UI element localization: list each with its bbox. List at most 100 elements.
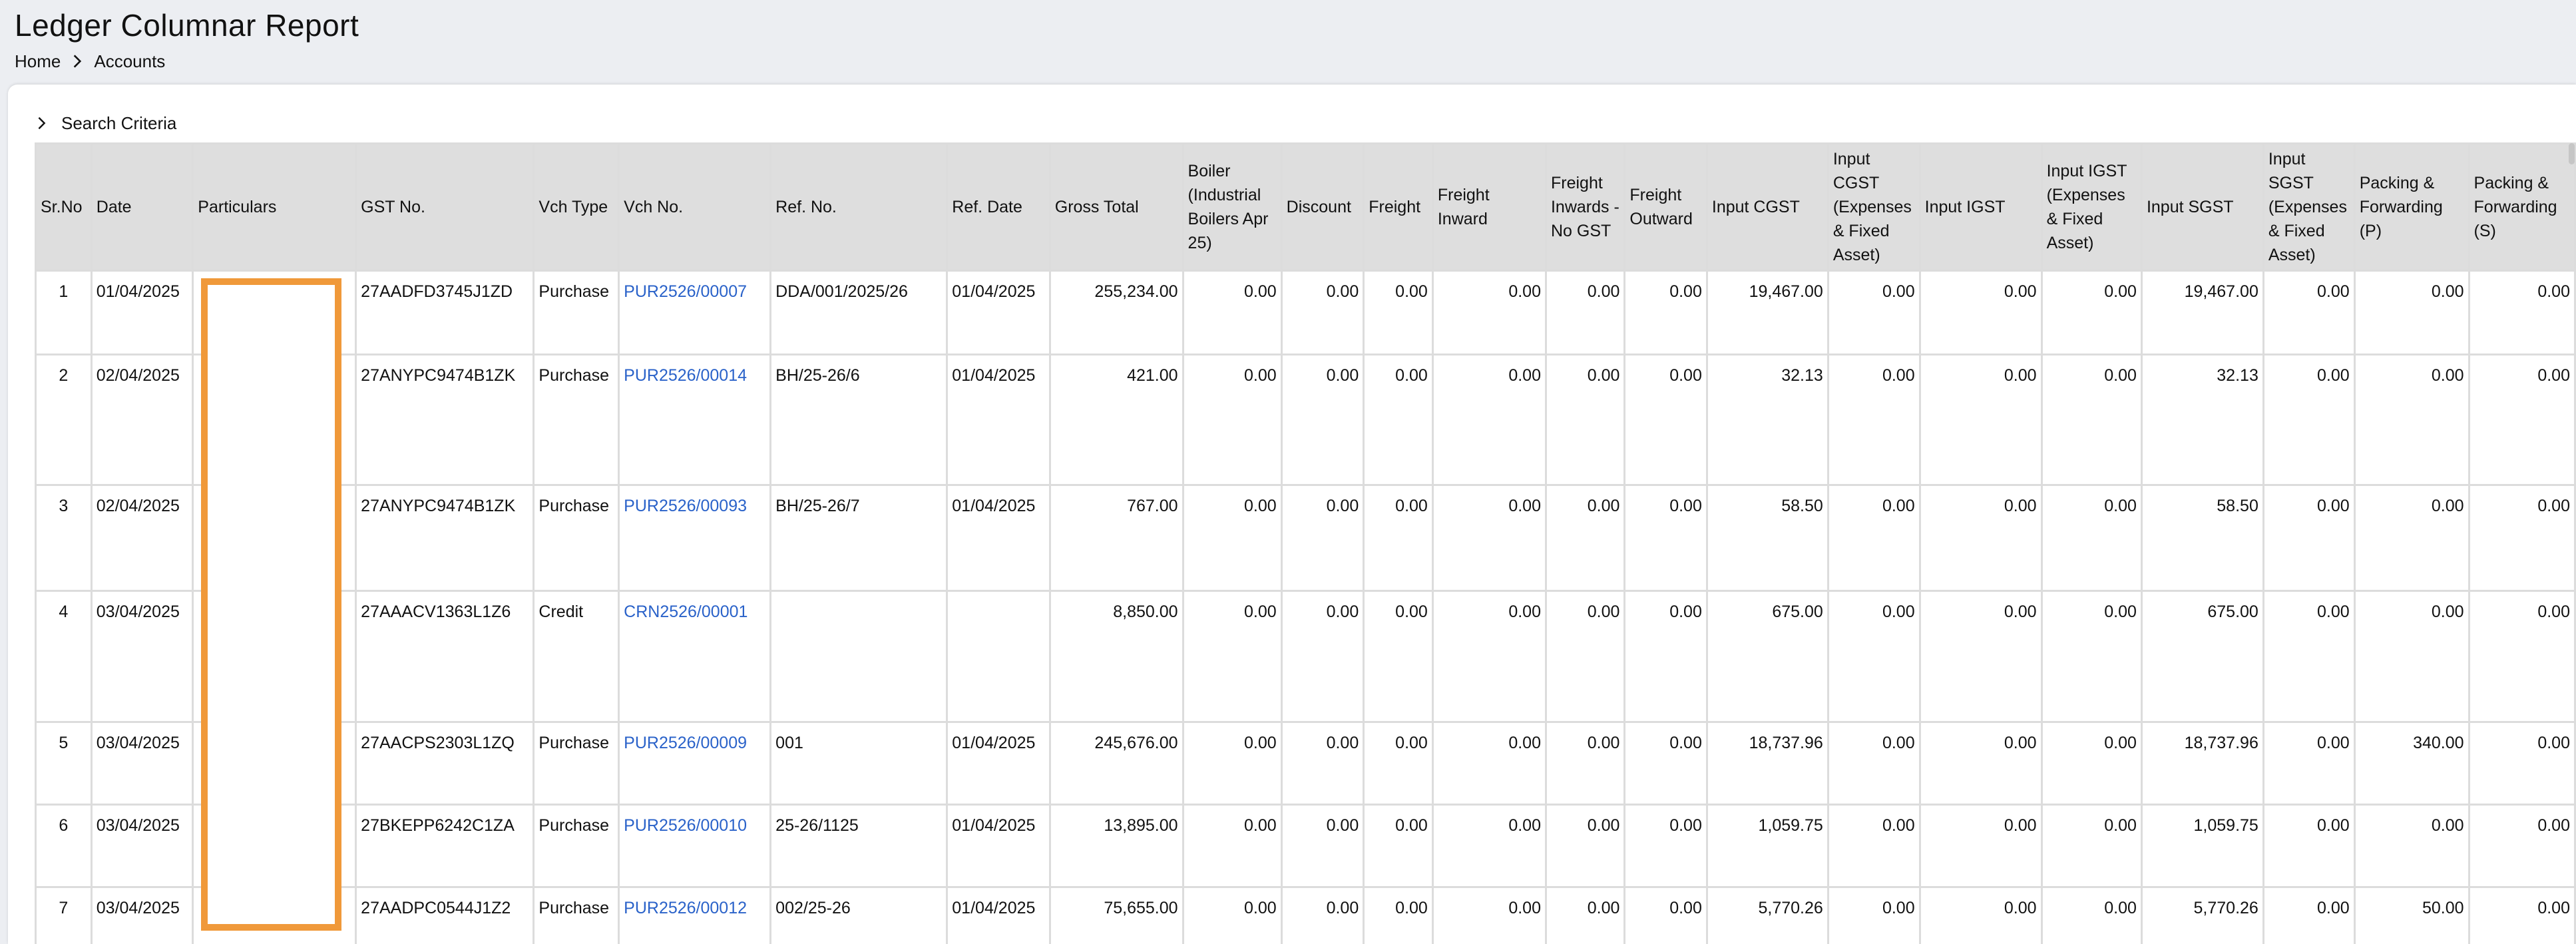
col-header-input-cgst-exp[interactable]: Input CGST (Expenses & Fixed Asset) xyxy=(1828,144,1920,271)
cell-input-igst: 0.00 xyxy=(1920,805,2041,887)
cell-input-igst: 0.00 xyxy=(1920,355,2041,485)
cell-freight: 0.00 xyxy=(1364,271,1433,355)
cell-packing-p: 0.00 xyxy=(2354,591,2469,722)
cell-packing-s: 0.00 xyxy=(2469,722,2575,805)
cell-packing-p: 0.00 xyxy=(2354,271,2469,355)
cell-sr: 1 xyxy=(36,271,92,355)
cell-input-igst-exp: 0.00 xyxy=(2041,722,2141,805)
cell-vch-type: Purchase xyxy=(534,722,619,805)
col-header-freight-inwards-no-gst[interactable]: Freight Inwards - No GST xyxy=(1546,144,1624,271)
cell-gst: 27AADPC0544J1Z2 xyxy=(356,887,534,944)
cell-boiler: 0.00 xyxy=(1183,271,1281,355)
report-card: Search Criteria Sr.No Date Particulars G… xyxy=(8,85,2576,944)
col-header-discount[interactable]: Discount xyxy=(1281,144,1364,271)
cell-discount: 0.00 xyxy=(1281,722,1364,805)
col-header-ref-date[interactable]: Ref. Date xyxy=(947,144,1050,271)
col-header-sr-no[interactable]: Sr.No xyxy=(36,144,92,271)
horizontal-scrollbar-thumb[interactable] xyxy=(2569,143,2575,164)
voucher-link[interactable]: PUR2526/00010 xyxy=(624,816,747,835)
col-header-particulars[interactable]: Particulars xyxy=(193,144,356,271)
col-header-input-sgst[interactable]: Input SGST xyxy=(2141,144,2263,271)
voucher-link[interactable]: PUR2526/00007 xyxy=(624,282,747,301)
table-header-row: Sr.No Date Particulars GST No. Vch Type … xyxy=(36,144,2575,271)
cell-input-cgst-exp: 0.00 xyxy=(1828,887,1920,944)
ledger-table-container[interactable]: Sr.No Date Particulars GST No. Vch Type … xyxy=(35,142,2576,944)
cell-packing-p: 0.00 xyxy=(2354,355,2469,485)
cell-packing-s: 0.00 xyxy=(2469,591,2575,722)
cell-freight-inward: 0.00 xyxy=(1432,887,1546,944)
cell-input-igst-exp: 0.00 xyxy=(2041,805,2141,887)
cell-date: 01/04/2025 xyxy=(91,271,193,355)
search-criteria-toggle[interactable]: Search Criteria xyxy=(35,111,176,135)
cell-vch-no: CRN2526/00001 xyxy=(619,591,771,722)
col-header-boiler[interactable]: Boiler (Industrial Boilers Apr 25) xyxy=(1183,144,1281,271)
cell-freight-inwards-no-gst: 0.00 xyxy=(1546,485,1624,591)
cell-freight-outward: 0.00 xyxy=(1625,805,1707,887)
voucher-link[interactable]: CRN2526/00001 xyxy=(624,602,748,621)
cell-ref-no: BH/25-26/6 xyxy=(771,355,947,485)
cell-input-sgst: 18,737.96 xyxy=(2141,722,2263,805)
cell-gst: 27AAACV1363L1Z6 xyxy=(356,591,534,722)
cell-packing-s: 0.00 xyxy=(2469,805,2575,887)
cell-packing-p: 0.00 xyxy=(2354,485,2469,591)
cell-vch-type: Purchase xyxy=(534,355,619,485)
cell-input-igst-exp: 0.00 xyxy=(2041,485,2141,591)
cell-input-igst: 0.00 xyxy=(1920,722,2041,805)
col-header-input-igst[interactable]: Input IGST xyxy=(1920,144,2041,271)
col-header-freight-outward[interactable]: Freight Outward xyxy=(1625,144,1707,271)
cell-vch-type: Purchase xyxy=(534,271,619,355)
voucher-link[interactable]: PUR2526/00093 xyxy=(624,497,747,515)
cell-gross-total: 8,850.00 xyxy=(1050,591,1183,722)
cell-discount: 0.00 xyxy=(1281,887,1364,944)
col-header-input-igst-exp[interactable]: Input IGST (Expenses & Fixed Asset) xyxy=(2041,144,2141,271)
breadcrumb-home[interactable]: Home xyxy=(15,49,61,73)
voucher-link[interactable]: PUR2526/00014 xyxy=(624,366,747,385)
col-header-input-sgst-exp[interactable]: Input SGST (Expenses & Fixed Asset) xyxy=(2263,144,2354,271)
page-title: Ledger Columnar Report xyxy=(15,5,359,45)
cell-input-cgst-exp: 0.00 xyxy=(1828,722,1920,805)
cell-freight: 0.00 xyxy=(1364,805,1433,887)
cell-freight-inward: 0.00 xyxy=(1432,591,1546,722)
cell-ref-date xyxy=(947,591,1050,722)
col-header-date[interactable]: Date xyxy=(91,144,193,271)
voucher-link[interactable]: PUR2526/00009 xyxy=(624,734,747,752)
col-header-input-cgst[interactable]: Input CGST xyxy=(1707,144,1828,271)
cell-freight-inwards-no-gst: 0.00 xyxy=(1546,722,1624,805)
cell-vch-no: PUR2526/00093 xyxy=(619,485,771,591)
cell-input-sgst: 32.13 xyxy=(2141,355,2263,485)
cell-input-cgst-exp: 0.00 xyxy=(1828,355,1920,485)
col-header-gross-total[interactable]: Gross Total xyxy=(1050,144,1183,271)
cell-gross-total: 13,895.00 xyxy=(1050,805,1183,887)
col-header-vch-no[interactable]: Vch No. xyxy=(619,144,771,271)
cell-vch-type: Purchase xyxy=(534,887,619,944)
col-header-gst-no[interactable]: GST No. xyxy=(356,144,534,271)
col-header-vch-type[interactable]: Vch Type xyxy=(534,144,619,271)
breadcrumb-accounts[interactable]: Accounts xyxy=(94,49,165,73)
cell-input-sgst-exp: 0.00 xyxy=(2263,722,2354,805)
cell-freight: 0.00 xyxy=(1364,887,1433,944)
chevron-right-icon xyxy=(69,53,86,70)
col-header-packing-p[interactable]: Packing & Forwarding (P) xyxy=(2354,144,2469,271)
col-header-ref-no[interactable]: Ref. No. xyxy=(771,144,947,271)
cell-freight: 0.00 xyxy=(1364,722,1433,805)
cell-ref-date: 01/04/2025 xyxy=(947,722,1050,805)
cell-input-sgst: 1,059.75 xyxy=(2141,805,2263,887)
col-header-freight[interactable]: Freight xyxy=(1364,144,1433,271)
col-header-freight-inward[interactable]: Freight Inward xyxy=(1432,144,1546,271)
cell-gst: 27BKEPP6242C1ZA xyxy=(356,805,534,887)
cell-packing-p: 0.00 xyxy=(2354,805,2469,887)
cell-vch-type: Purchase xyxy=(534,485,619,591)
cell-input-cgst: 1,059.75 xyxy=(1707,805,1828,887)
voucher-link[interactable]: PUR2526/00012 xyxy=(624,899,747,917)
cell-date: 02/04/2025 xyxy=(91,355,193,485)
col-header-packing-s[interactable]: Packing & Forwarding (S) xyxy=(2469,144,2575,271)
cell-input-sgst-exp: 0.00 xyxy=(2263,271,2354,355)
cell-date: 03/04/2025 xyxy=(91,887,193,944)
